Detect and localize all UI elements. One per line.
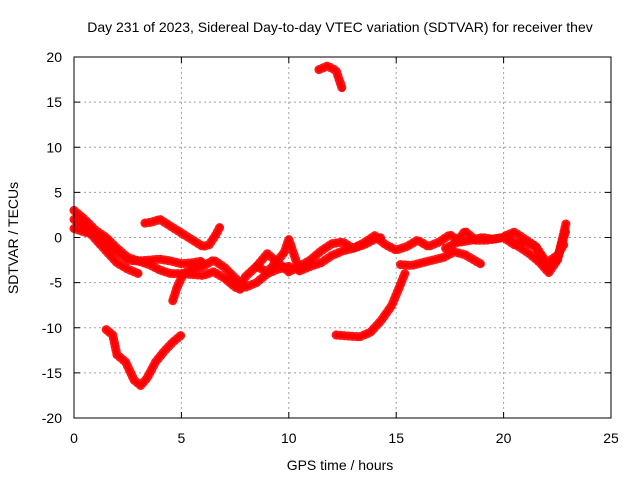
series-trace-d-markers (140, 214, 225, 251)
x-tick-label: 5 (178, 430, 186, 446)
y-tick-label: -15 (42, 365, 62, 381)
x-tick-label: 10 (281, 430, 297, 446)
x-tick-label: 25 (603, 430, 619, 446)
y-tick-label: 15 (46, 94, 62, 110)
y-tick-label: 5 (54, 184, 62, 200)
series-trace-j-markers (331, 269, 410, 342)
plot-frame (73, 56, 612, 419)
x-tick-label: 15 (388, 430, 404, 446)
y-tick-label: 20 (46, 49, 62, 65)
x-tick-label: 0 (70, 430, 78, 446)
series-trace-k-markers (396, 247, 487, 270)
series-trace-i-markers (252, 233, 386, 277)
chart-title: Day 231 of 2023, Sidereal Day-to-day VTE… (87, 19, 593, 35)
series-trace-c-markers (69, 214, 143, 279)
data-series (69, 61, 571, 390)
axis-ticks: 0 5 10 15 20 25 20 15 10 5 0 -5 -10 -15 -20 (42, 49, 619, 446)
series-trace-g-markers (314, 61, 347, 94)
y-tick-label: -5 (50, 275, 63, 291)
y-tick-label: -10 (42, 320, 62, 336)
x-axis-label: GPS time / hours (287, 457, 394, 473)
y-tick-label: 10 (46, 139, 62, 155)
x-tick-label: 20 (496, 430, 512, 446)
y-tick-label: 0 (54, 230, 62, 246)
y-tick-label: -20 (42, 410, 62, 426)
series-trace-f-markers (101, 325, 186, 390)
series-trace-a-markers (69, 205, 246, 295)
y-axis-label: SDTVAR / TECUs (5, 182, 21, 294)
series-trace-m-markers (501, 227, 569, 268)
